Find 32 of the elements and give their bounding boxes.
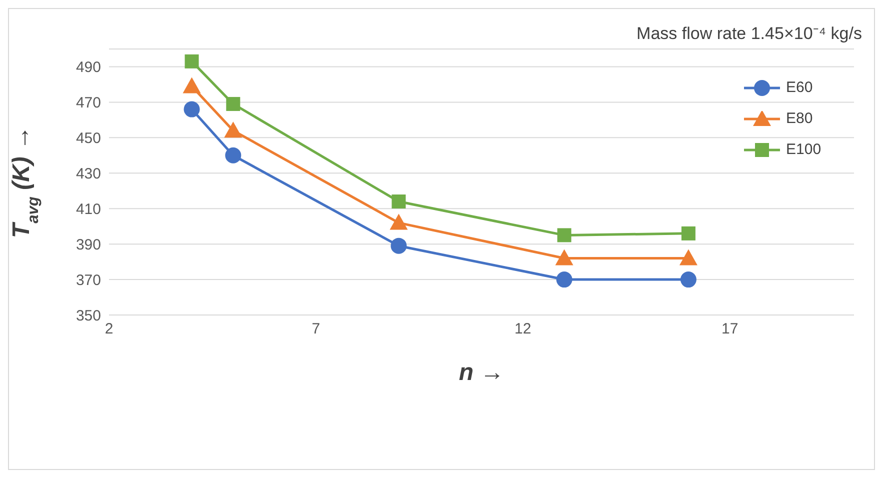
x-tick-label: 12 xyxy=(514,320,532,338)
point xyxy=(390,238,407,254)
y-tick-label: 350 xyxy=(76,307,101,324)
point xyxy=(681,226,696,240)
point xyxy=(390,214,408,230)
legend-label: E60 xyxy=(786,79,813,96)
point xyxy=(182,77,201,94)
x-tick-label: 2 xyxy=(104,320,114,338)
point xyxy=(680,272,696,288)
point xyxy=(226,96,240,111)
y-tick-label: 470 xyxy=(76,94,101,112)
y-tick-label: 450 xyxy=(76,130,101,147)
point xyxy=(556,272,572,288)
y-tick-label: 390 xyxy=(76,236,101,254)
point xyxy=(184,101,200,118)
y-tick-label: 430 xyxy=(76,165,101,182)
text: Mass flow rate 1.45×10⁻⁴ kg/s xyxy=(636,23,862,44)
x-axis-title: n → xyxy=(458,359,504,386)
point xyxy=(679,249,698,266)
legend-label: E100 xyxy=(786,141,822,158)
point xyxy=(557,228,572,242)
point xyxy=(184,54,199,68)
y-tick-label: 410 xyxy=(76,200,101,218)
legend-label: E80 xyxy=(786,110,813,127)
point xyxy=(225,147,242,164)
point xyxy=(392,194,406,209)
point xyxy=(555,249,574,266)
point xyxy=(224,122,242,138)
y-tick-label: 370 xyxy=(76,272,101,289)
x-tick-label: 7 xyxy=(312,320,320,338)
x-tick-label: 17 xyxy=(721,320,738,338)
y-tick-label: 490 xyxy=(76,59,101,76)
